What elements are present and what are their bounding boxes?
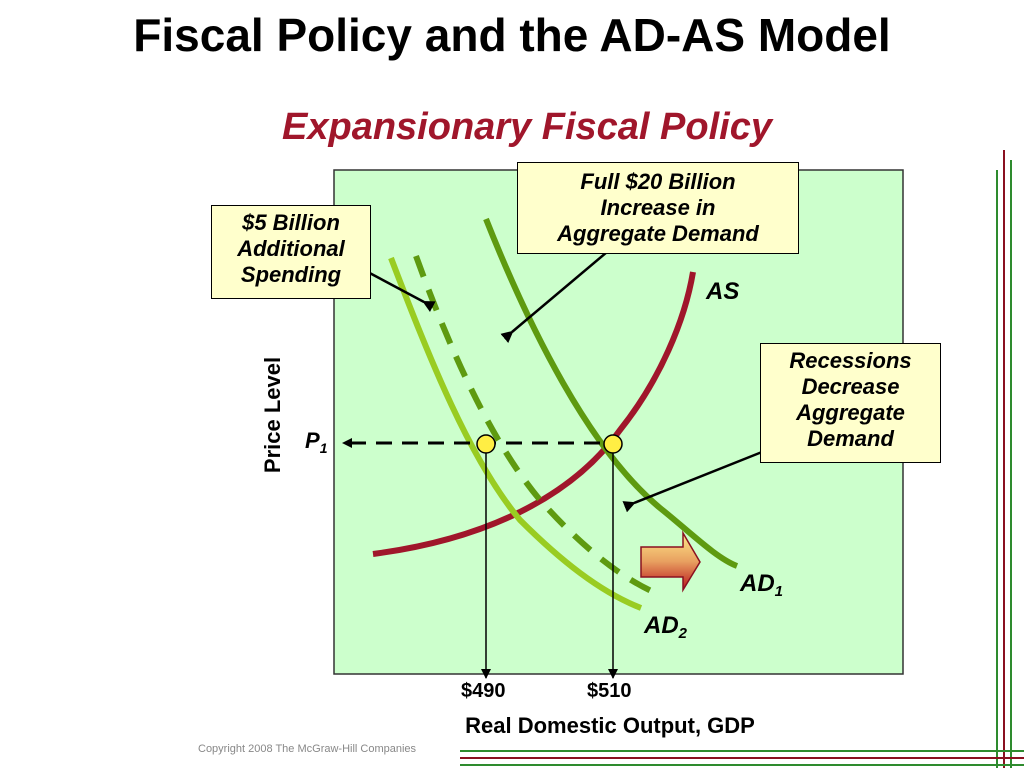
copyright-notice: Copyright 2008 The McGraw-Hill Companies bbox=[198, 743, 417, 755]
as-curve-label: AS bbox=[706, 278, 740, 305]
callout-full-line-1: Full $20 Billion bbox=[580, 169, 736, 194]
callout-recessions-line-4: Demand bbox=[807, 426, 894, 451]
equilibrium-point-ad1 bbox=[603, 434, 623, 454]
ad1-curve-label: AD1 bbox=[740, 570, 783, 600]
pointer-recessions bbox=[622, 450, 763, 513]
callout-full-increase: Full $20 Billion Increase in Aggregate D… bbox=[517, 162, 799, 254]
price-level-p1-label: P1 bbox=[305, 428, 327, 456]
callout-additional-spending: $5 Billion Additional Spending bbox=[211, 205, 371, 299]
callout-full-line-3: Aggregate Demand bbox=[557, 221, 759, 246]
pointer-full-increase bbox=[500, 251, 608, 344]
ad2-label-sub: 2 bbox=[678, 625, 688, 642]
p1-main: P bbox=[305, 428, 320, 453]
callout-recessions: Recessions Decrease Aggregate Demand bbox=[760, 343, 941, 463]
callout-full-line-2: Increase in bbox=[600, 195, 716, 220]
pointer-spending bbox=[363, 268, 436, 312]
decorative-lines bbox=[460, 150, 1024, 768]
callout-recessions-line-1: Recessions bbox=[789, 348, 912, 373]
callout-recessions-line-2: Decrease bbox=[801, 374, 900, 399]
ad2-curve bbox=[388, 256, 643, 611]
y-axis-label: Price Level bbox=[260, 356, 285, 474]
callout-spending-line-2: Additional bbox=[237, 236, 345, 261]
shift-right-arrow-icon bbox=[640, 530, 701, 593]
ad2-label-main: AD bbox=[644, 612, 679, 639]
ad-initial-shift-dashed-curve bbox=[413, 254, 662, 598]
callout-spending-line-3: Spending bbox=[240, 262, 342, 287]
x-tick-510: $510 bbox=[587, 680, 632, 702]
p1-sub: 1 bbox=[319, 440, 328, 456]
callout-spending-line-1: $5 Billion bbox=[242, 210, 340, 235]
ad2-curve-label: AD2 bbox=[644, 612, 687, 642]
x-tick-490: $490 bbox=[461, 680, 506, 702]
x-axis-label: Real Domestic Output, GDP bbox=[465, 713, 755, 738]
callout-recessions-line-3: Aggregate bbox=[796, 400, 905, 425]
ad1-label-sub: 1 bbox=[774, 583, 784, 600]
slide-subtitle: Expansionary Fiscal Policy bbox=[282, 106, 772, 148]
slide-title: Fiscal Policy and the AD-AS Model bbox=[133, 9, 891, 61]
equilibrium-point-ad2 bbox=[476, 434, 496, 454]
ad1-curve bbox=[483, 217, 739, 569]
ad1-label-main: AD bbox=[740, 570, 775, 597]
